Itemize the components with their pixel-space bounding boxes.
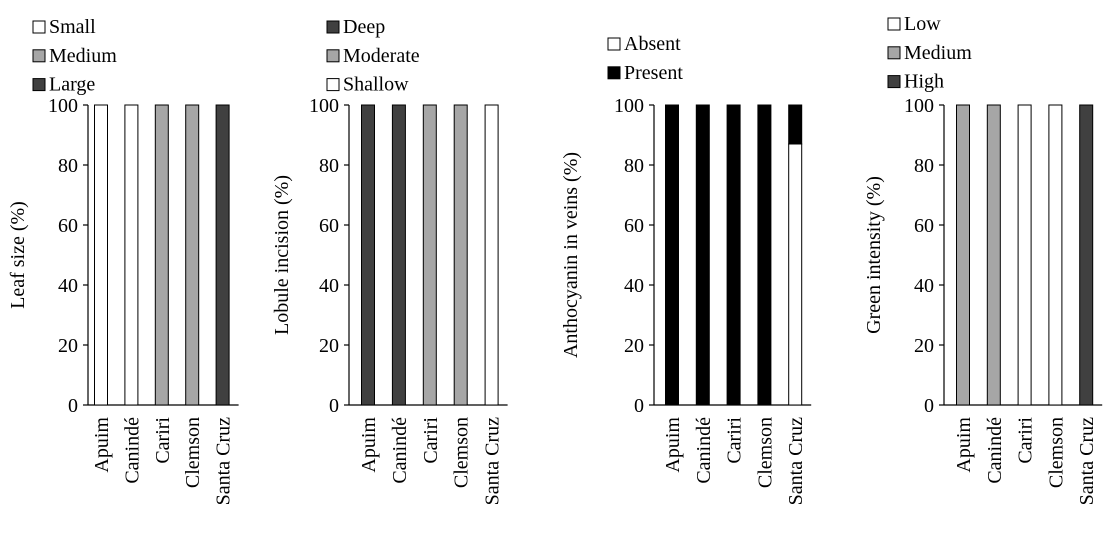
legend-label: Absent [624,33,681,55]
legend-swatch [32,49,46,63]
y-tick-label: 100 [614,95,644,117]
bar-segment [453,104,468,406]
x-tick-label: Clemson [754,417,776,488]
y-tick-label: 60 [319,215,339,237]
bar-segment [391,104,406,406]
legend-swatch [607,66,621,80]
x-tick-label: Clemson [1045,417,1067,488]
x-tick-label: Clemson [182,417,204,488]
y-axis-title: Green intensity (%) [863,176,885,334]
legend-label: High [904,71,944,93]
y-tick-label: 40 [319,275,339,297]
bar-segment [986,104,1001,406]
legend-swatch [887,75,901,89]
legend-label: Deep [343,16,385,38]
x-tick-label: Canindé [389,417,411,484]
x-tick-label: Santa Cruz [482,417,504,505]
y-tick-label: 20 [914,335,934,357]
bar-segment [665,104,679,406]
y-axis-title: Anthocyanin in veins (%) [560,152,582,358]
y-tick-label: 100 [904,95,934,117]
legend-label: Low [904,13,941,35]
x-tick-label: Canindé [121,417,143,484]
x-tick-label: Santa Cruz [785,417,807,505]
bar-segment [124,104,139,406]
y-tick-label: 80 [914,155,934,177]
x-tick-label: Apuim [91,417,113,473]
legend-label: Large [49,74,95,96]
x-tick-label: Santa Cruz [213,417,235,505]
bar-segment [956,104,970,406]
x-tick-label: Santa Cruz [1076,417,1098,505]
x-tick-label: Cariri [152,417,174,464]
bar-segment [215,104,230,406]
bar-segment [94,104,108,406]
bar-segment [726,104,741,406]
legend-swatch [32,20,46,34]
y-tick-label: 80 [624,155,644,177]
x-tick-label: Apuim [662,417,684,473]
chart-panel-1: Small Medium Large 0 20 40 60 80 100 Leaf size (%… [7,16,239,505]
bar-segment [757,104,772,406]
legend-swatch [887,17,901,31]
y-tick-label: 20 [58,335,78,357]
bar-segment [695,104,710,406]
y-tick-label: 80 [58,155,78,177]
chart-panel-2: Deep Moderate Shallow 0 20 40 60 80 100 Lobule in… [271,16,508,505]
bar-segment [361,104,375,406]
bar-segment [185,104,200,406]
y-tick-label: 20 [319,335,339,357]
y-tick-label: 40 [914,275,934,297]
bar-segment [1048,104,1063,406]
legend-swatch [326,20,340,34]
bar-segment [788,104,803,145]
legend-label: Moderate [343,45,420,67]
y-tick-label: 40 [624,275,644,297]
legend-label: Small [49,16,96,38]
y-tick-label: 0 [68,395,78,417]
bar-segment [422,104,437,406]
chart-panel-3: Absent Present 0 20 40 60 80 100 Anthocyanin in … [560,33,812,505]
legend-swatch [607,37,621,51]
y-tick-label: 100 [309,95,339,117]
y-tick-label: 0 [924,395,934,417]
legend-label: Present [624,62,683,84]
legend-swatch [887,46,901,60]
y-tick-label: 60 [914,215,934,237]
bar-segment [484,104,499,406]
legend-label: Medium [904,42,972,64]
x-tick-label: Cariri [724,417,746,464]
bar-segment [1079,104,1094,406]
x-tick-label: Canindé [693,417,715,484]
y-tick-label: 0 [634,395,644,417]
x-tick-label: Cariri [420,417,442,464]
legend-swatch [32,78,46,92]
y-tick-label: 20 [624,335,644,357]
x-tick-label: Cariri [1015,417,1037,464]
legend-swatch [326,78,340,92]
bar-segment [1017,104,1032,406]
bar-segment [788,143,803,406]
bar-segment [154,104,169,406]
chart-panel-4: Low Medium High 0 20 40 60 80 100 Green intensity… [863,13,1103,505]
legend-label: Shallow [343,74,409,96]
y-tick-label: 100 [48,95,78,117]
x-tick-label: Apuim [953,417,975,473]
y-tick-label: 40 [58,275,78,297]
y-tick-label: 60 [58,215,78,237]
y-tick-label: 60 [624,215,644,237]
y-axis-title: Lobule incision (%) [271,175,293,335]
y-tick-label: 0 [329,395,339,417]
x-tick-label: Clemson [451,417,473,488]
x-tick-label: Apuim [358,417,380,473]
y-axis-title: Leaf size (%) [7,201,29,309]
x-tick-label: Canindé [984,417,1006,484]
y-tick-label: 80 [319,155,339,177]
legend-swatch [326,49,340,63]
legend-label: Medium [49,45,117,67]
